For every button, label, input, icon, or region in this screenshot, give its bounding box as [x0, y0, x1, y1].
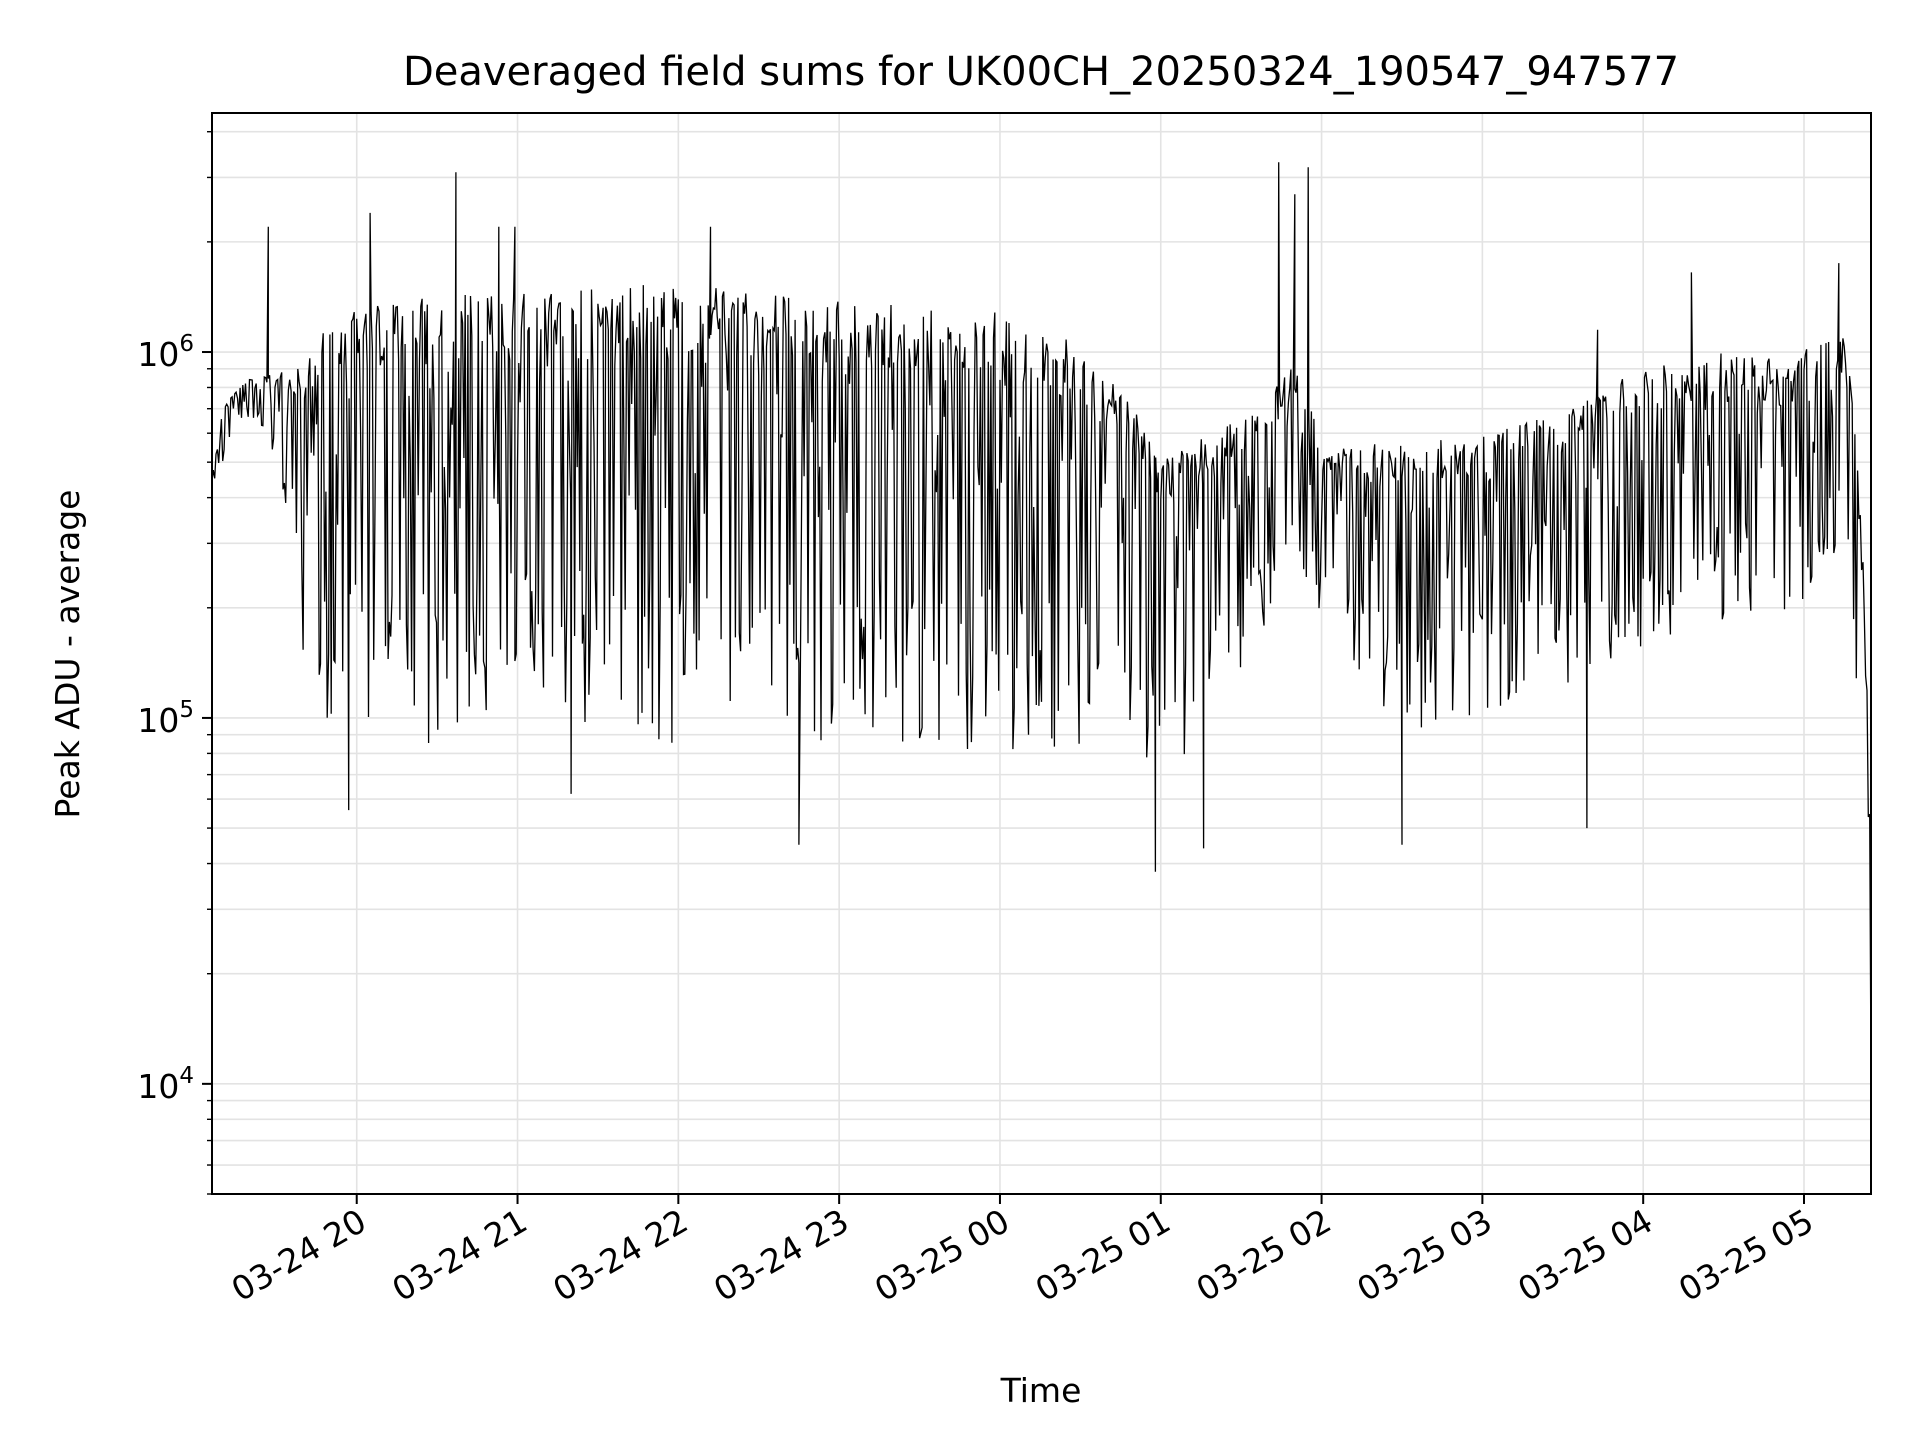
chart-title: Deaveraged field sums for UK00CH_2025032…: [403, 49, 1679, 95]
y-tick-label: 106: [137, 331, 194, 374]
series-line: [211, 162, 1872, 1077]
y-tick-label: 105: [137, 697, 194, 740]
series-path: [211, 162, 1872, 1077]
y-axis: 104 105 106: [137, 131, 212, 1195]
y-tick-label: 104: [137, 1063, 194, 1106]
y-axis-label: Peak ADU - average: [48, 490, 87, 819]
x-axis-label: Time: [1000, 1371, 1082, 1410]
plot-frame: [211, 112, 1872, 1195]
